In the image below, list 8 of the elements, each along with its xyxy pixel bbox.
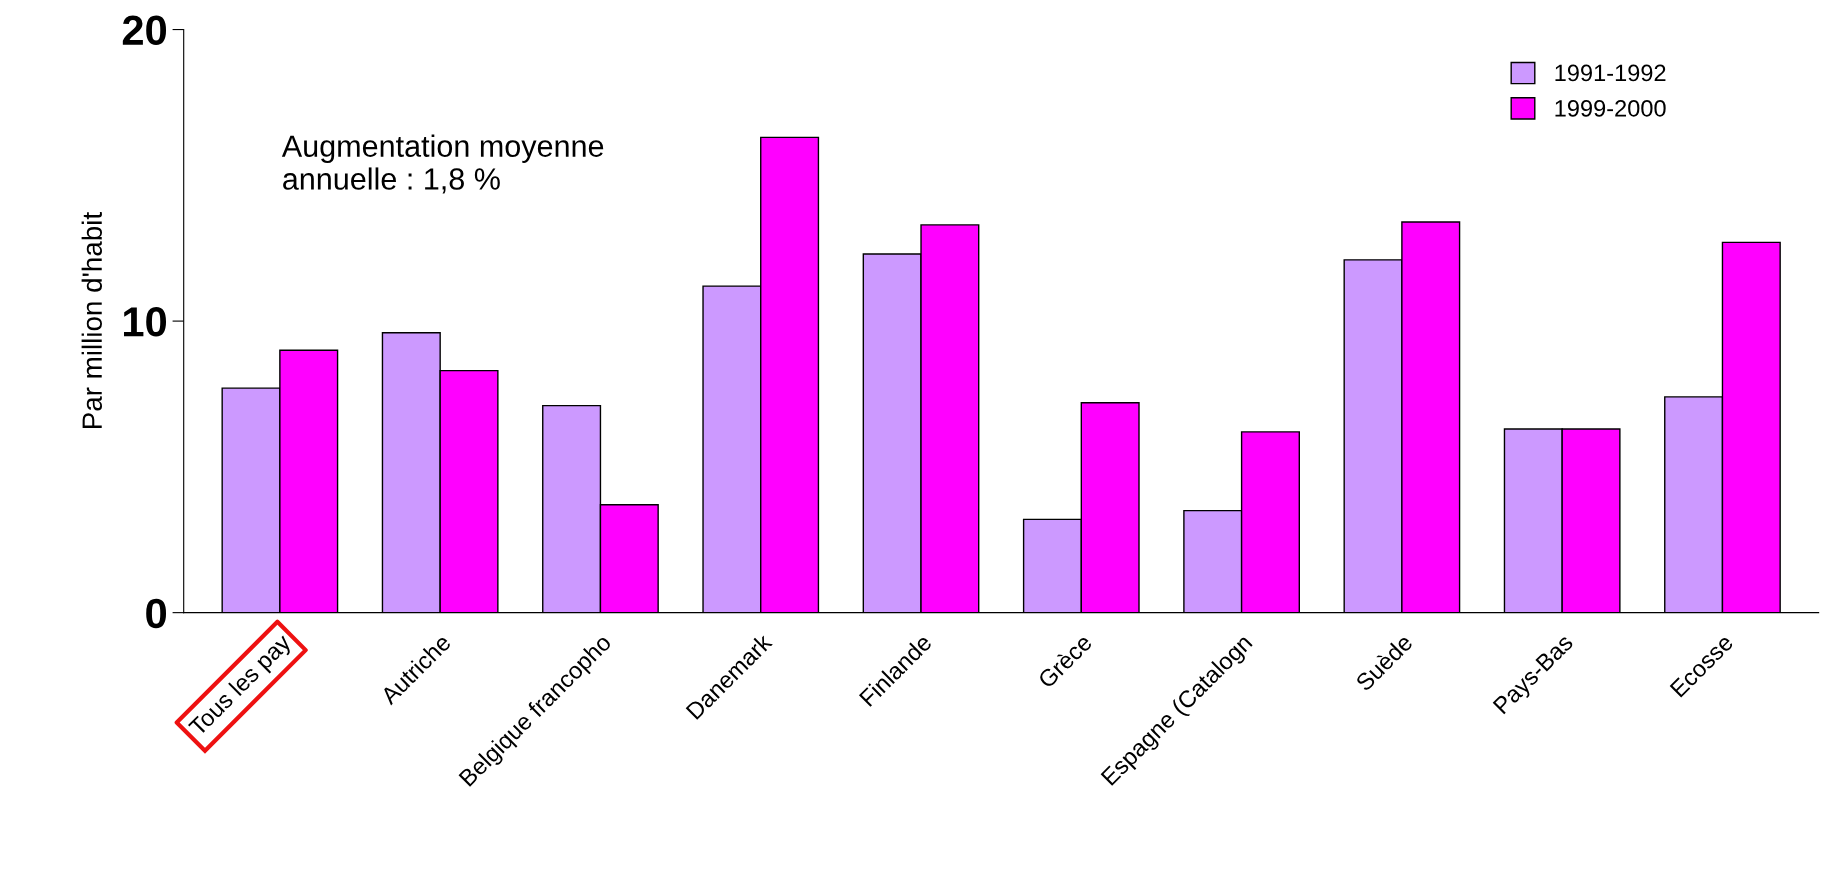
y-tick-label: 10 [124,307,167,337]
legend-label: 1999-2000 [1555,99,1666,117]
x-tick-label: Tous les pay [187,632,296,741]
y-tick-label: 0 [146,598,167,629]
annotation: Augmentation moyenne annuelle : 1,8 % [281,134,604,194]
y-axis-title: Par million d'habit [81,212,103,428]
legend-label: 1991-1992 [1555,64,1666,82]
y-tick-label: 20 [122,15,167,46]
